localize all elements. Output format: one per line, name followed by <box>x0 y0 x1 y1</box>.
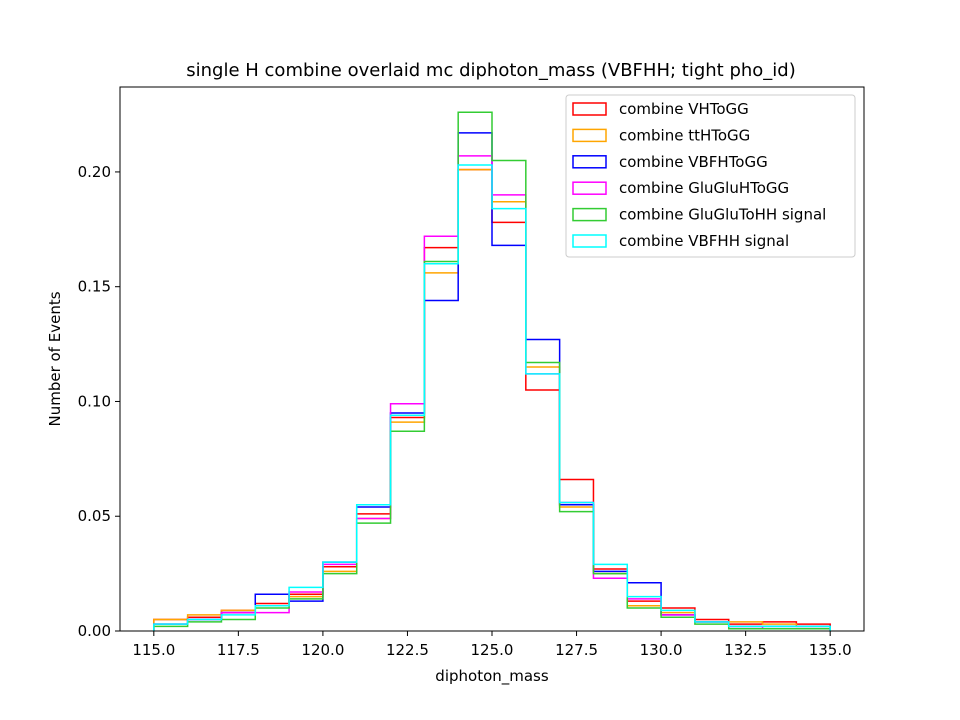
legend: combine VHToGG combine ttHToGG combine VBF… <box>565 94 856 258</box>
y-tick-label: 0.05 <box>78 507 111 525</box>
y-tick-label: 0.15 <box>78 278 111 296</box>
legend-box <box>565 94 856 258</box>
legend-swatch <box>572 207 607 222</box>
x-tick-label: 125.0 <box>471 641 514 659</box>
legend-swatch <box>572 102 607 116</box>
y-tick-label: 0.00 <box>78 622 111 640</box>
x-tick-label: 135.0 <box>809 641 852 659</box>
legend-swatch <box>572 234 607 248</box>
y-tick-label: 0.20 <box>78 163 111 181</box>
chart-title: single H combine overlaid mc diphoton_ma… <box>186 60 795 81</box>
y-axis-label: Number of Events <box>46 291 64 426</box>
x-tick-label: 117.5 <box>217 641 260 659</box>
x-axis: 115.0 117.5 120.0 122.5 125.0 127.5 130.0 132.5… <box>132 631 852 659</box>
x-tick-label: 115.0 <box>132 641 175 659</box>
legend-label: combine VHToGG <box>619 100 749 118</box>
y-axis: 0.00 0.05 0.10 0.15 0.20 <box>78 163 120 640</box>
y-tick-label: 0.10 <box>78 392 111 410</box>
legend-label: combine ttHToGG <box>619 126 750 144</box>
x-tick-label: 120.0 <box>301 641 344 659</box>
legend-label: combine VBFHToGG <box>619 153 768 171</box>
legend-label: combine VBFHH signal <box>619 232 789 250</box>
x-axis-label: diphoton_mass <box>435 667 549 686</box>
x-tick-label: 122.5 <box>386 641 429 659</box>
legend-swatch <box>572 155 607 169</box>
legend-swatch <box>572 128 607 143</box>
legend-label: combine GluGluHToGG <box>619 179 789 197</box>
x-tick-label: 127.5 <box>555 641 598 659</box>
series-step-5 <box>153 164 831 631</box>
x-tick-label: 130.0 <box>640 641 683 659</box>
legend-label: combine GluGluToHH signal <box>619 206 826 224</box>
series-layer <box>153 111 831 631</box>
x-tick-label: 132.5 <box>724 641 767 659</box>
legend-swatch <box>572 181 607 195</box>
